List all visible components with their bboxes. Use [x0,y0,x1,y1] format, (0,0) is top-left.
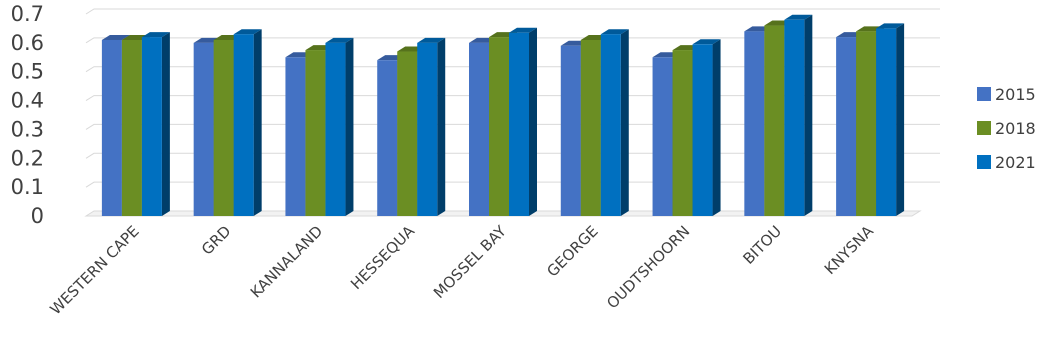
bar-front [652,57,673,217]
bar-side [253,29,262,217]
legend-swatch [977,87,991,101]
legend-label: 2018 [995,119,1036,138]
bar-top [325,37,354,43]
bar-top [509,27,537,33]
bar-front [672,50,693,217]
bars [101,14,905,217]
bar-top [141,32,170,38]
bar-top [600,29,629,35]
x-tick-label: MOSSEL BAY [430,222,510,302]
bar [784,14,813,217]
bar-front [580,39,601,216]
bar-front [744,31,765,216]
bar [233,29,262,217]
bar-front [489,37,509,217]
bar-top [417,37,446,43]
bar-front [600,34,621,217]
bar-side [804,14,813,217]
bar-front [509,32,529,216]
bar-side [437,37,446,216]
x-tick-label: OUDTSHOORN [603,222,693,312]
bar-front [836,37,857,217]
bar-front [285,57,306,217]
bar-front [397,51,418,217]
bar-front [692,44,713,216]
gridline [85,37,940,44]
bar-front [325,42,346,216]
y-tick-label: 0.2 [11,146,44,170]
bar-side [896,23,905,216]
bar-front [213,39,234,216]
bar-top [876,23,905,29]
bar-front [121,39,142,216]
x-tick-label: GRD [198,222,234,258]
bar-front [101,39,122,216]
bar [509,27,537,217]
bar-front [305,50,326,217]
bar-side [345,37,354,216]
x-tick-label: BITOU [739,222,785,268]
bar-side [529,27,537,217]
bar-side [161,32,170,217]
bar-top [784,14,813,20]
bar-front [233,34,254,217]
y-tick-label: 0.5 [11,60,44,84]
bar-side [712,39,721,216]
y-tick-label: 0.7 [11,2,44,26]
x-tick-label: KNYSNA [821,222,878,279]
bar [600,29,629,217]
y-tick-label: 0 [31,204,44,228]
legend-label: 2021 [995,153,1036,172]
bar-top [692,39,721,45]
bar-front [784,19,805,217]
bar-front [856,31,877,216]
y-tick-label: 0.4 [11,89,44,113]
y-tick-label: 0.1 [11,175,44,199]
bar [141,32,170,217]
bar-front [876,28,897,216]
legend-label: 2015 [995,85,1036,104]
gridline [85,8,940,15]
legend-swatch [977,121,991,135]
x-tick-label: GEORGE [543,222,601,280]
bar-front [764,25,785,216]
legend-swatch [977,155,991,169]
bar [417,37,446,216]
bar-front [377,60,398,216]
y-tick-label: 0.3 [11,117,44,141]
bar-front [469,42,489,216]
y-tick-label: 0.6 [11,31,44,55]
bar-front [141,37,162,217]
bar-front [417,42,438,216]
x-tick-label: HESSEQUA [347,222,418,293]
bar-top [233,29,262,35]
legend: 2015 2018 2021 [977,85,1036,172]
bar-side [620,29,629,217]
bar-top [101,34,130,40]
bar [325,37,354,216]
bar [876,23,905,216]
bar-front [193,42,214,216]
x-tick-label: KANNALAND [247,222,326,301]
bar [692,39,721,216]
bar-front [560,45,581,216]
x-tick-label: WESTERN CAPE [46,222,142,318]
